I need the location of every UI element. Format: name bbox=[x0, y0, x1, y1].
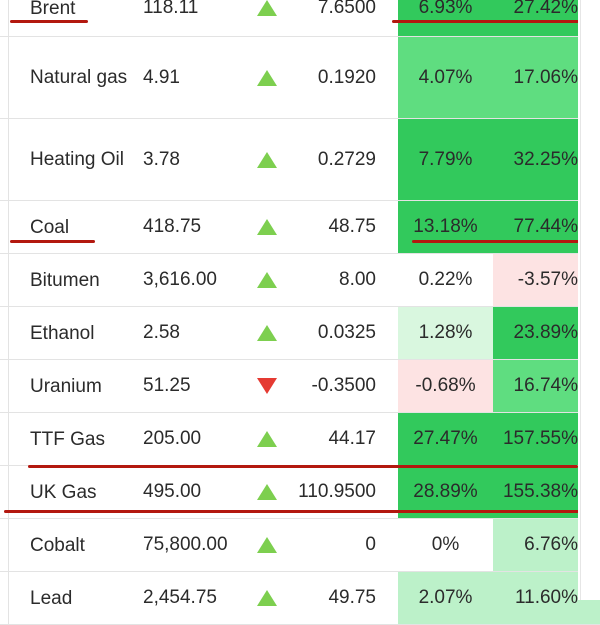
annotation-underline-coal-pct bbox=[412, 240, 582, 243]
row-left-border bbox=[8, 519, 9, 571]
commodity-name: Bitumen bbox=[30, 269, 100, 291]
row-left-border bbox=[8, 307, 9, 359]
commodity-name: Uranium bbox=[30, 375, 102, 397]
percent-change-1: 13.18% bbox=[398, 201, 493, 253]
row-left-border bbox=[8, 360, 9, 412]
row-left-border bbox=[8, 37, 9, 118]
change-value: 0.0325 bbox=[317, 322, 376, 343]
percent-change-1: 7.79% bbox=[398, 119, 493, 200]
row-left-border bbox=[8, 466, 9, 518]
triangle-up-icon bbox=[257, 590, 277, 606]
annotation-line-ttf-gas bbox=[28, 465, 578, 468]
right-edge-strip bbox=[578, 0, 600, 600]
percent-change-1: 27.47% bbox=[398, 413, 493, 465]
percent-change-1: 4.07% bbox=[398, 37, 493, 118]
change-value: 110.9500 bbox=[298, 481, 376, 502]
change-value: 8.00 bbox=[339, 269, 376, 290]
triangle-up-icon bbox=[257, 0, 277, 16]
table-row[interactable]: Heating Oil 3.78 0.2729 7.79% 32.25% bbox=[0, 119, 600, 201]
row-left-border bbox=[8, 572, 9, 624]
table-row[interactable]: Ethanol 2.58 0.0325 1.28% 23.89% bbox=[0, 307, 600, 360]
commodity-name: Ethanol bbox=[30, 322, 95, 344]
table-row[interactable]: Coal 418.75 48.75 13.18% 77.44% bbox=[0, 201, 600, 254]
price-value: 2.58 bbox=[143, 322, 180, 343]
commodity-name: Natural gas bbox=[30, 67, 128, 88]
table-row[interactable]: Brent 118.11 7.6500 6.93% 27.42% bbox=[0, 0, 600, 37]
triangle-up-icon bbox=[257, 69, 277, 86]
annotation-underline-brent-pct bbox=[392, 20, 600, 23]
commodity-name: Heating Oil bbox=[30, 149, 124, 170]
annotation-line-uk-gas bbox=[4, 510, 580, 513]
percent-change-1: 0% bbox=[398, 519, 493, 571]
percent-change-1: 6.93% bbox=[398, 0, 493, 36]
change-value: -0.3500 bbox=[311, 375, 376, 396]
triangle-down-icon bbox=[257, 378, 277, 394]
table-row[interactable]: Uranium 51.25 -0.3500 -0.68% 16.74% bbox=[0, 360, 600, 413]
arrow-cell bbox=[252, 572, 282, 624]
table-row[interactable]: Natural gas 4.91 0.1920 4.07% 17.06% bbox=[0, 37, 600, 119]
percent-change-1: 0.22% bbox=[398, 254, 493, 306]
commodity-name: UK Gas bbox=[30, 481, 97, 503]
change-value: 0.2729 bbox=[317, 148, 376, 170]
arrow-cell bbox=[252, 307, 282, 359]
change-value: 7.6500 bbox=[317, 0, 376, 18]
arrow-cell bbox=[252, 201, 282, 253]
percent-change-1: 1.28% bbox=[398, 307, 493, 359]
arrow-cell bbox=[252, 254, 282, 306]
change-value: 44.17 bbox=[328, 428, 376, 449]
right-edge-divider bbox=[580, 0, 581, 600]
table-row[interactable]: Bitumen 3,616.00 8.00 0.22% -3.57% bbox=[0, 254, 600, 307]
price-value: 205.00 bbox=[143, 428, 202, 449]
triangle-up-icon bbox=[257, 272, 277, 288]
arrow-cell bbox=[252, 519, 282, 571]
arrow-cell bbox=[252, 37, 282, 118]
annotation-underline-brent bbox=[10, 20, 88, 23]
arrow-cell bbox=[252, 466, 282, 518]
commodity-name: Cobalt bbox=[30, 534, 85, 556]
triangle-up-icon bbox=[257, 537, 277, 553]
row-left-border bbox=[8, 0, 9, 36]
table-row[interactable]: Cobalt 75,800.00 0 0% 6.76% bbox=[0, 519, 600, 572]
percent-change-1: -0.68% bbox=[398, 360, 493, 412]
price-value: 3.78 bbox=[143, 148, 180, 170]
commodity-name: Brent bbox=[30, 0, 76, 19]
percent-change-1: 2.07% bbox=[398, 572, 493, 624]
row-left-border bbox=[8, 119, 9, 200]
price-value: 51.25 bbox=[143, 375, 191, 396]
table-row[interactable]: Lead 2,454.75 49.75 2.07% 11.60% bbox=[0, 572, 600, 625]
commodity-name: Coal bbox=[30, 216, 70, 238]
table-row[interactable]: UK Gas 495.00 110.9500 28.89% 155.38% bbox=[0, 466, 600, 519]
commodity-name: TTF Gas bbox=[30, 428, 105, 450]
triangle-up-icon bbox=[257, 151, 277, 168]
price-value: 418.75 bbox=[143, 216, 202, 237]
price-value: 3,616.00 bbox=[143, 269, 217, 290]
row-left-border bbox=[8, 201, 9, 253]
row-left-border bbox=[8, 413, 9, 465]
arrow-cell bbox=[252, 360, 282, 412]
triangle-up-icon bbox=[257, 325, 277, 341]
change-value: 49.75 bbox=[328, 587, 376, 608]
change-value: 48.75 bbox=[328, 216, 376, 237]
price-value: 2,454.75 bbox=[143, 587, 217, 608]
price-value: 75,800.00 bbox=[143, 534, 228, 555]
triangle-up-icon bbox=[257, 219, 277, 235]
annotation-underline-coal bbox=[10, 240, 95, 243]
triangle-up-icon bbox=[257, 484, 277, 500]
price-value: 4.91 bbox=[143, 66, 180, 88]
change-value: 0 bbox=[365, 534, 376, 555]
arrow-cell bbox=[252, 413, 282, 465]
arrow-cell bbox=[252, 0, 282, 36]
percent-change-1: 28.89% bbox=[398, 466, 493, 518]
price-value: 495.00 bbox=[143, 481, 202, 502]
commodity-name: Lead bbox=[30, 587, 73, 609]
row-left-border bbox=[8, 254, 9, 306]
price-value: 118.11 bbox=[143, 0, 199, 18]
change-value: 0.1920 bbox=[317, 66, 376, 88]
triangle-up-icon bbox=[257, 431, 277, 447]
arrow-cell bbox=[252, 119, 282, 200]
table-row[interactable]: TTF Gas 205.00 44.17 27.47% 157.55% bbox=[0, 413, 600, 466]
